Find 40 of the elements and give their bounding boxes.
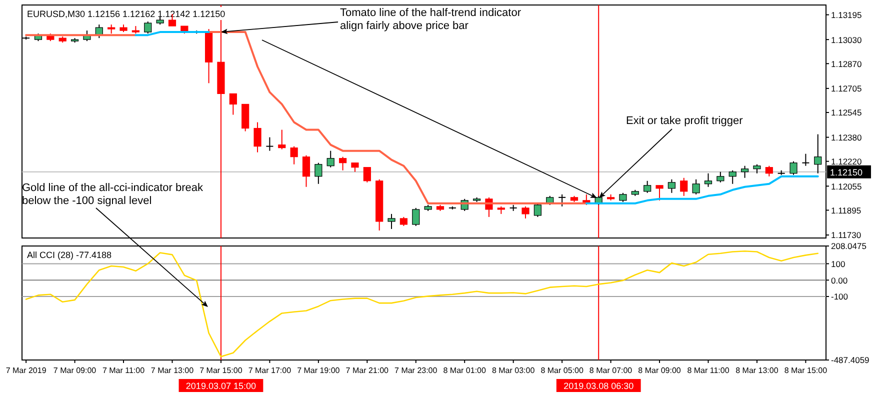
text: EURUSD,M30 1.12156 1.12162 1.12142 1.12150 [27,9,226,19]
x-tick-label: 8 Mar 13:00 [736,366,779,375]
x-tick-label: 7 Mar 09:00 [53,366,97,375]
annotation: Gold line of the all-cci-indicator break below the -100 signal level [22,182,204,207]
x-tick-label: 8 Mar 05:00 [540,366,584,375]
y-tick-label: 1.13195 [831,10,862,20]
y-tick-label: 1.13030 [831,34,862,45]
annotation: Tomato line of the half-trend indicator align fairly above price bar [340,7,522,32]
y-tick-label: -100 [831,292,848,302]
x-tick-label: 8 Mar 03:00 [492,366,536,375]
y-tick-label: 0.00 [831,275,848,286]
y-tick-label: 1.12055 [831,181,862,192]
y-tick-label: 1.12220 [831,156,862,167]
annotation: Exit or take profit trigger [626,115,744,127]
y-tick-label: -487.4059 [831,355,870,366]
ref-line-label: 1.12150 [830,167,863,178]
x-tick-label: 7 Mar 15:00 [200,366,243,375]
x-tick-label: 8 Mar 07:00 [589,366,633,375]
y-tick-label: 1.12545 [831,108,862,118]
x-tick-label: 7 Mar 11:00 [102,366,146,375]
x-tick-label: 7 Mar 13:00 [150,366,194,375]
x-tick-label: 7 Mar 23:00 [394,366,438,375]
text: All CCI (28) -77.4188 [27,250,112,260]
y-tick-label: 1.12705 [831,84,862,94]
x-tick-label: 7 Mar 21:00 [346,366,390,375]
ref-line-label: 2019.03.08 06:30 [564,381,634,391]
x-tick-label: 8 Mar 15:00 [784,366,828,375]
y-tick-label: 100 [831,258,846,269]
y-tick-label: 1.12380 [831,132,862,142]
y-tick-label: 208.0475 [831,241,867,252]
x-tick-label: 7 Mar 2019 [6,366,47,375]
y-tick-label: 1.12870 [831,58,862,69]
y-tick-label: 1.11895 [831,205,862,216]
y-tick-label: 1.11730 [831,230,862,240]
x-tick-label: 8 Mar 11:00 [687,366,730,375]
x-tick-label: 7 Mar 17:00 [248,366,292,375]
x-tick-label: 8 Mar 01:00 [443,366,486,375]
ref-line-label: 2019.03.07 15:00 [186,381,256,391]
x-tick-label: 7 Mar 19:00 [297,366,340,375]
x-tick-label: 8 Mar 09:00 [638,366,682,375]
